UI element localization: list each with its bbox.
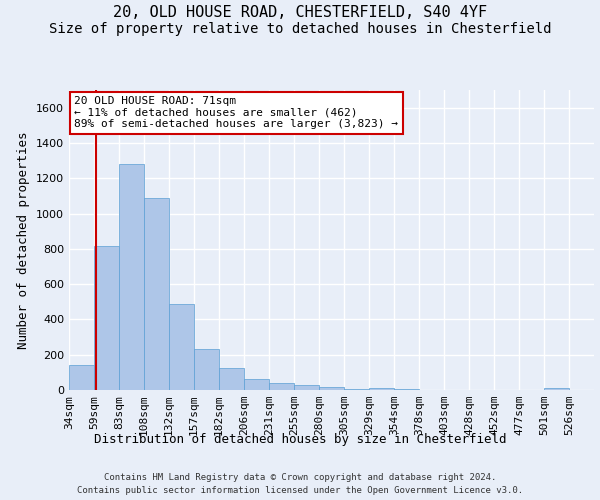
Bar: [369, 388, 394, 390]
Text: Contains public sector information licensed under the Open Government Licence v3: Contains public sector information licen…: [77, 486, 523, 495]
Bar: [119, 164, 144, 390]
Bar: [144, 198, 169, 390]
Bar: [244, 378, 269, 390]
Bar: [69, 366, 94, 390]
Bar: [319, 388, 344, 390]
Bar: [169, 304, 194, 390]
Text: 20 OLD HOUSE ROAD: 71sqm
← 11% of detached houses are smaller (462)
89% of semi-: 20 OLD HOUSE ROAD: 71sqm ← 11% of detach…: [74, 96, 398, 129]
Y-axis label: Number of detached properties: Number of detached properties: [17, 131, 31, 349]
Text: Contains HM Land Registry data © Crown copyright and database right 2024.: Contains HM Land Registry data © Crown c…: [104, 472, 496, 482]
Text: Distribution of detached houses by size in Chesterfield: Distribution of detached houses by size …: [94, 432, 506, 446]
Bar: [194, 348, 219, 390]
Bar: [544, 388, 569, 390]
Text: Size of property relative to detached houses in Chesterfield: Size of property relative to detached ho…: [49, 22, 551, 36]
Bar: [94, 246, 119, 390]
Bar: [219, 368, 244, 390]
Text: 20, OLD HOUSE ROAD, CHESTERFIELD, S40 4YF: 20, OLD HOUSE ROAD, CHESTERFIELD, S40 4Y…: [113, 5, 487, 20]
Bar: [294, 385, 319, 390]
Bar: [269, 384, 294, 390]
